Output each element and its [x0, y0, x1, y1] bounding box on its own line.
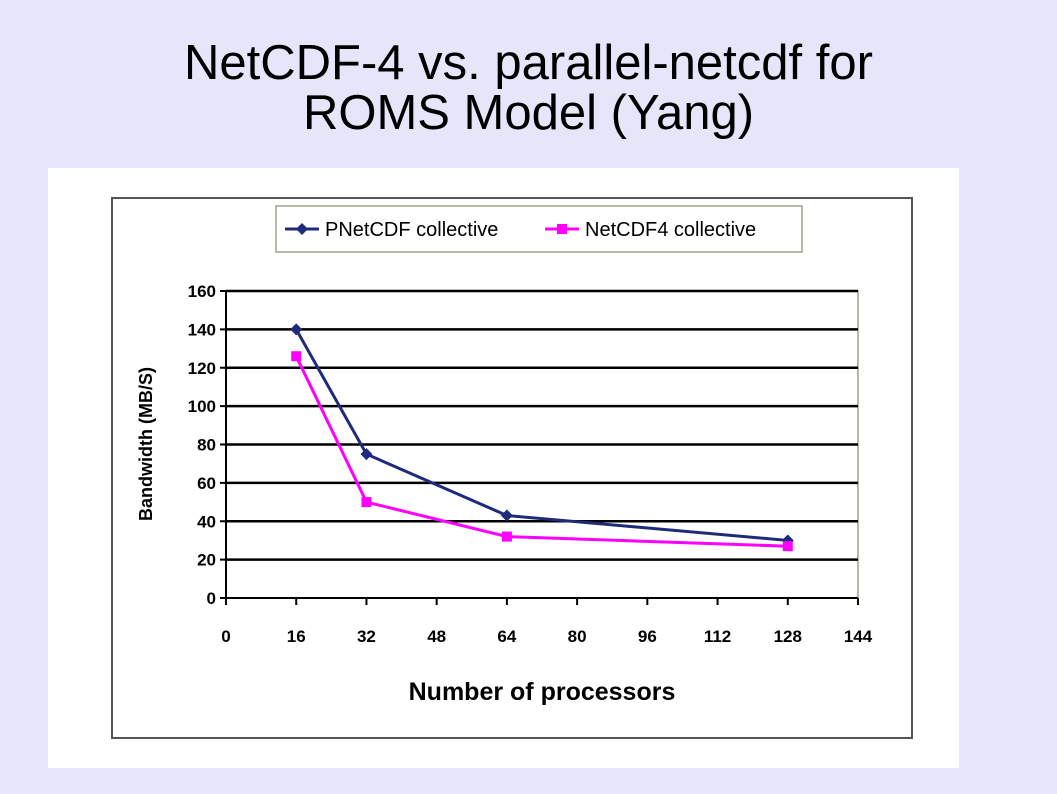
series-line-1: [294, 355, 788, 548]
legend-box: [275, 205, 803, 253]
series-line-0: [294, 328, 788, 542]
data-point-0: [360, 448, 373, 461]
legend-marker-netcdf4: [557, 224, 567, 234]
y-tick-label: 100: [188, 397, 216, 416]
x-tick-label: 112: [704, 627, 731, 646]
x-axis-title: Number of processors: [409, 678, 676, 706]
x-tick-label: 0: [221, 627, 230, 646]
x-tick-label: 16: [287, 627, 306, 646]
slide-title-line-2: ROMS Model (Yang): [302, 86, 755, 140]
x-tick-label: 80: [568, 627, 587, 646]
legend: PNetCDF collective NetCDF4 collective: [275, 205, 803, 253]
data-point-1: [291, 351, 302, 362]
legend-label-netcdf4: NetCDF4 collective: [585, 219, 756, 241]
data-point-1: [361, 497, 372, 508]
data-point-0: [500, 509, 513, 522]
y-tick-label: 40: [197, 512, 216, 531]
x-tick-label: 32: [357, 627, 376, 646]
line-chart: 0 20 40 60 80 100 120 140 160 0 16 32 48 64 80 96 112 128…: [111, 197, 913, 739]
x-tick-label: 48: [427, 627, 446, 646]
data-point-0: [290, 323, 303, 336]
y-tick-label: 0: [207, 589, 216, 608]
legend-label-pnetcdf: PNetCDF collective: [325, 219, 498, 241]
data-point-1: [782, 541, 793, 552]
slide-title: NetCDF-4 vs. parallel-netcdf for ROMS Mo…: [0, 38, 1057, 138]
y-tick-label: 140: [188, 320, 216, 339]
y-axis-title: Bandwidth (MB/S): [136, 367, 156, 521]
axis-ticks: 0 20 40 60 80 100 120 140 160 0 16 32 48 64 80 96 112 128…: [188, 282, 873, 646]
gridlines: [226, 289, 858, 561]
data-point-1: [501, 531, 512, 542]
y-tick-label: 80: [197, 436, 216, 455]
x-tick-label: 128: [774, 627, 802, 646]
legend-marker-pnetcdf: [296, 223, 308, 235]
y-tick-label: 120: [188, 359, 216, 378]
x-tick-label: 144: [844, 627, 873, 646]
y-tick-label: 20: [197, 551, 216, 570]
x-tick-label: 64: [497, 627, 516, 646]
series-lines: [290, 323, 794, 552]
slide-title-line-1: NetCDF-4 vs. parallel-netcdf for: [184, 36, 873, 90]
chart-panel: 0 20 40 60 80 100 120 140 160 0 16 32 48 64 80 96 112 128…: [48, 168, 959, 768]
y-tick-label: 60: [197, 474, 216, 493]
y-tick-label: 160: [188, 282, 216, 301]
x-tick-label: 96: [638, 627, 657, 646]
